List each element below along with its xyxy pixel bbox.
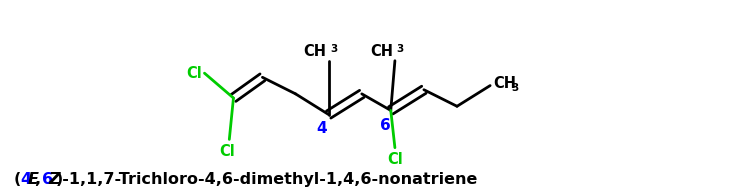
Text: Z: Z <box>49 172 60 187</box>
Text: Cl: Cl <box>387 152 403 167</box>
Text: ,: , <box>35 172 40 187</box>
Text: 4: 4 <box>316 121 327 136</box>
Text: (: ( <box>13 172 21 187</box>
Text: CH: CH <box>303 44 327 59</box>
Text: CH: CH <box>493 76 517 91</box>
Text: E: E <box>27 172 38 187</box>
Text: CH: CH <box>370 44 393 59</box>
Text: 3: 3 <box>512 83 519 93</box>
Text: 6: 6 <box>381 118 391 133</box>
Text: 6: 6 <box>42 172 53 187</box>
Text: 4: 4 <box>21 172 32 187</box>
Text: )-1,1,7-Trichloro-4,6-dimethyl-1,4,6-nonatriene: )-1,1,7-Trichloro-4,6-dimethyl-1,4,6-non… <box>56 172 478 187</box>
Text: 3: 3 <box>397 44 404 54</box>
Text: Cl: Cl <box>219 143 235 159</box>
Text: Cl: Cl <box>187 66 202 81</box>
Text: 3: 3 <box>330 44 338 54</box>
